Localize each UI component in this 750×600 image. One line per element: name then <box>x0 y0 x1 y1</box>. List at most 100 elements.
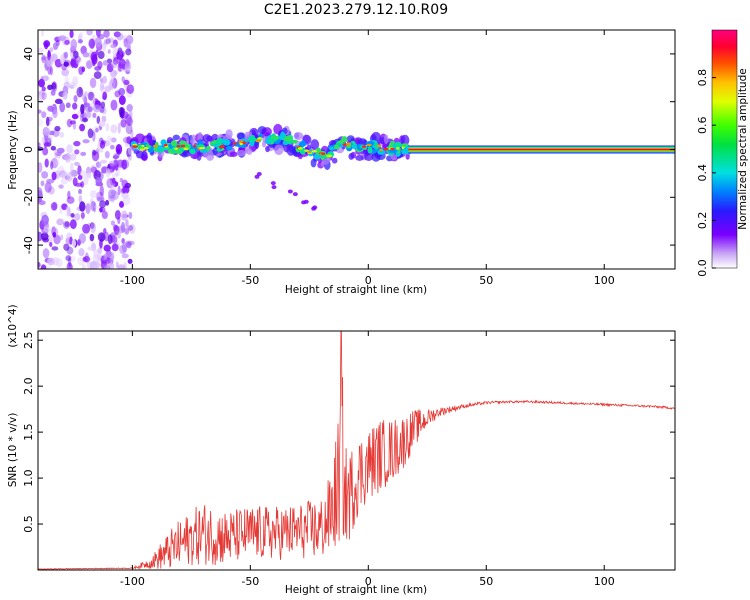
noise-blob <box>102 75 108 84</box>
noise-blob <box>117 185 121 196</box>
noise-blob <box>70 213 75 218</box>
band-blob-outer <box>229 151 238 157</box>
noise-blob <box>100 85 105 90</box>
noise-blob <box>72 102 78 110</box>
noise-blob <box>87 128 94 139</box>
noise-blob <box>38 93 45 104</box>
noise-blob <box>86 30 93 36</box>
band-blob-core <box>232 142 238 145</box>
noise-blob <box>49 47 54 53</box>
noise-blob <box>126 147 132 158</box>
band-blob-mid <box>329 146 335 151</box>
band-blob-mid <box>377 149 386 155</box>
noise-blob <box>81 263 86 269</box>
noise-blob <box>105 168 111 178</box>
band-blob-core <box>239 142 243 146</box>
band-blob-outer <box>400 134 410 146</box>
noise-blob <box>117 216 121 225</box>
noise-blob <box>38 261 41 268</box>
band-blob-mid <box>226 145 233 151</box>
noise-blob <box>121 210 128 221</box>
noise-blob <box>66 144 73 154</box>
noise-blob <box>91 54 98 65</box>
noise-blob <box>68 256 72 267</box>
noise-blob <box>103 30 110 38</box>
noise-blob <box>128 211 133 220</box>
band-blob-core <box>345 142 352 146</box>
band-blob-core <box>143 147 149 150</box>
noise-blob <box>50 89 56 96</box>
x-tick-label: 50 <box>479 575 493 588</box>
noise-blob <box>113 159 118 166</box>
noise-blob <box>115 144 123 155</box>
noise-blob <box>119 201 125 208</box>
noise-blob <box>117 122 121 134</box>
noise-blob <box>65 206 69 218</box>
noise-blob <box>99 200 107 209</box>
noise-blob <box>82 223 91 234</box>
noise-blob <box>101 210 108 220</box>
noise-blob <box>87 246 95 251</box>
noise-blob <box>120 221 126 233</box>
noise-blob <box>66 172 73 182</box>
noise-blob <box>85 203 91 214</box>
band-blob-outer <box>293 132 304 141</box>
noise-blob <box>121 179 129 188</box>
noise-blob <box>38 200 46 206</box>
noise-blob <box>64 39 70 45</box>
noise-blob <box>50 145 57 151</box>
noise-blob <box>56 147 65 154</box>
noise-blob <box>96 115 101 125</box>
noise-blob <box>38 79 45 85</box>
noise-blob <box>95 104 100 110</box>
band-blob-core <box>376 144 382 148</box>
noise-blob <box>108 189 116 200</box>
noise-blob <box>40 76 44 85</box>
y-tick-label: 20 <box>22 95 35 109</box>
noise-blob <box>42 237 49 243</box>
noise-blob <box>81 117 89 123</box>
noise-blob <box>97 50 105 60</box>
noise-blob <box>124 240 133 247</box>
noise-blob <box>90 222 97 234</box>
y-tick-label: 1.5 <box>22 423 35 441</box>
noise-blob <box>70 162 74 173</box>
band-blob-mid <box>280 131 285 139</box>
noise-blob <box>40 264 47 269</box>
band-blob-outer <box>202 134 212 143</box>
noise-blob <box>122 34 127 43</box>
noise-blob <box>46 178 55 184</box>
noise-blob <box>111 60 118 69</box>
noise-blob <box>102 60 109 66</box>
x-tick-label: 100 <box>594 575 615 588</box>
snr-marks <box>38 331 675 570</box>
band-blob-mid <box>157 145 163 151</box>
band-blob-outer <box>331 157 338 164</box>
noise-blob <box>41 91 47 100</box>
noise-blob <box>59 102 66 113</box>
noise-blob <box>74 213 81 221</box>
x-tick-label: 0 <box>365 274 372 287</box>
noise-blob <box>82 256 91 263</box>
noise-blob <box>127 224 134 231</box>
noise-blob <box>78 32 84 39</box>
noise-blob <box>50 160 54 170</box>
noise-blob <box>51 171 57 181</box>
noise-blob <box>110 43 117 49</box>
noise-blob <box>60 177 69 185</box>
noise-blob <box>86 261 92 269</box>
noise-blob <box>127 240 135 246</box>
noise-blob <box>56 154 61 159</box>
noise-blob <box>107 234 113 245</box>
noise-blob <box>89 233 95 242</box>
band-blob-mid <box>268 138 277 143</box>
noise-blob <box>46 76 51 81</box>
colorbar-tick-label: 0.0 <box>696 259 709 277</box>
snr-x-ticks: -100 -50 0 50 100 <box>120 331 615 588</box>
noise-blob <box>80 212 85 219</box>
band-blob-core <box>379 148 383 152</box>
noise-blob <box>58 170 67 178</box>
noise-blob <box>69 219 77 230</box>
spectrogram-y-ticks: -40 -20 0 20 40 <box>22 47 675 254</box>
